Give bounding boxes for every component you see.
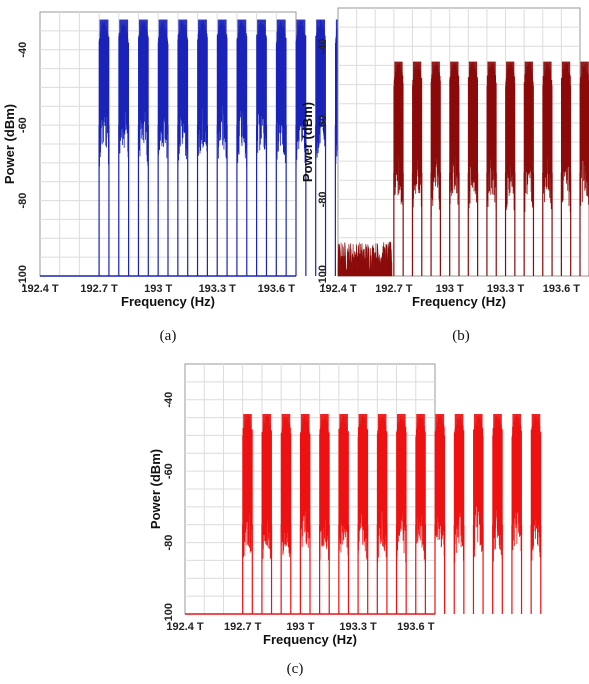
channel-peak — [431, 61, 440, 142]
channel-peak — [296, 19, 306, 95]
channel-peak — [217, 19, 227, 95]
channel-edge — [579, 172, 589, 276]
x-tick-label: 193.3 T — [199, 283, 237, 295]
x-tick-label: 193 T — [436, 283, 464, 295]
y-axis-label: Power (dBm) — [300, 102, 315, 182]
channel-peak — [377, 414, 387, 497]
channel-peak — [178, 19, 188, 95]
channel-peak — [473, 414, 483, 497]
channel-peak — [339, 414, 348, 497]
y-tick-label: -80 — [317, 191, 329, 207]
channel-peak — [412, 61, 422, 142]
x-tick-label: 193 T — [144, 283, 172, 295]
channel-peak — [543, 61, 552, 142]
channel-peak — [358, 414, 368, 497]
channel-peak — [524, 61, 533, 142]
y-axis-label: Power (dBm) — [148, 449, 163, 529]
channel-peak — [394, 61, 403, 142]
channel-peak — [158, 19, 168, 95]
channel-peak — [300, 414, 310, 497]
subfigure-caption: (b) — [452, 328, 470, 344]
x-tick-label: 192.4 T — [166, 621, 204, 633]
channel-peak — [454, 414, 464, 497]
spectrum-series — [185, 414, 542, 615]
channel-peak — [531, 414, 541, 497]
y-tick-label: -60 — [163, 463, 175, 479]
channel-peak — [493, 414, 502, 497]
x-tick-label: 192.7 T — [80, 283, 118, 295]
channel-edge — [338, 524, 350, 614]
channel-peak — [316, 19, 326, 95]
y-tick-label: -100 — [317, 265, 329, 287]
x-axis-label: Frequency (Hz) — [121, 294, 215, 309]
channel-peak — [276, 19, 286, 95]
y-tick-label: -40 — [317, 38, 329, 54]
subfigure-caption: (a) — [160, 328, 177, 344]
x-tick-label: 192.7 T — [375, 283, 413, 295]
x-tick-label: 193.6 T — [258, 283, 296, 295]
x-tick-label: 192.4 T — [319, 283, 357, 295]
x-tick-label: 192.4 T — [21, 283, 59, 295]
subfigure-caption: (c) — [287, 661, 304, 677]
x-tick-label: 193.6 T — [543, 283, 581, 295]
channel-peak — [561, 61, 571, 142]
channel-peak — [416, 414, 425, 497]
noise-floor — [337, 241, 393, 277]
channel-peak — [397, 414, 406, 497]
x-tick-label: 193.3 T — [339, 621, 377, 633]
spectrum-series — [337, 61, 589, 277]
channel-edge — [98, 125, 110, 276]
x-axis-label: Frequency (Hz) — [263, 632, 357, 647]
channel-peak — [512, 414, 522, 497]
channel-peak — [237, 19, 247, 95]
y-tick-label: -80 — [17, 193, 29, 209]
y-tick-label: -100 — [17, 265, 29, 287]
x-axis-label: Frequency (Hz) — [412, 294, 506, 309]
channel-peak — [138, 19, 148, 95]
x-tick-label: 193 T — [286, 621, 314, 633]
channel-edge — [216, 125, 228, 276]
channel-peak — [119, 19, 129, 95]
channel-peak — [320, 414, 329, 497]
y-tick-label: -80 — [163, 535, 175, 551]
channel-peak — [487, 61, 496, 142]
channel-peak — [262, 414, 272, 497]
y-tick-label: -60 — [17, 117, 29, 133]
channel-peak — [243, 414, 252, 497]
channel-peak — [580, 61, 589, 142]
channel-peak — [435, 414, 445, 497]
channel-peak — [468, 61, 478, 142]
channel-edge — [542, 172, 553, 276]
y-tick-label: -40 — [163, 392, 175, 408]
channel-peak — [506, 61, 515, 142]
chart-2: 192.4 T 192.7 T 193 T 193.3 T 193.6 T -40 -60 -… — [300, 7, 589, 344]
y-tick-label: -60 — [317, 115, 329, 131]
channel-peak — [99, 19, 109, 95]
channel-edge — [504, 172, 516, 276]
y-axis-label: Power (dBm) — [2, 104, 17, 184]
channel-peak — [281, 414, 291, 497]
x-tick-label: 193.3 T — [487, 283, 525, 295]
channel-peak — [450, 61, 459, 142]
x-tick-label: 192.7 T — [224, 621, 262, 633]
channel-peak — [198, 19, 207, 95]
x-tick-label: 193.6 T — [397, 621, 435, 633]
y-tick-label: -40 — [17, 42, 29, 58]
channel-peak — [257, 19, 266, 95]
chart-3: 192.4 T 192.7 T 193 T 193.3 T 193.6 T -40 -60 -… — [148, 363, 542, 677]
y-tick-label: -100 — [163, 603, 175, 625]
